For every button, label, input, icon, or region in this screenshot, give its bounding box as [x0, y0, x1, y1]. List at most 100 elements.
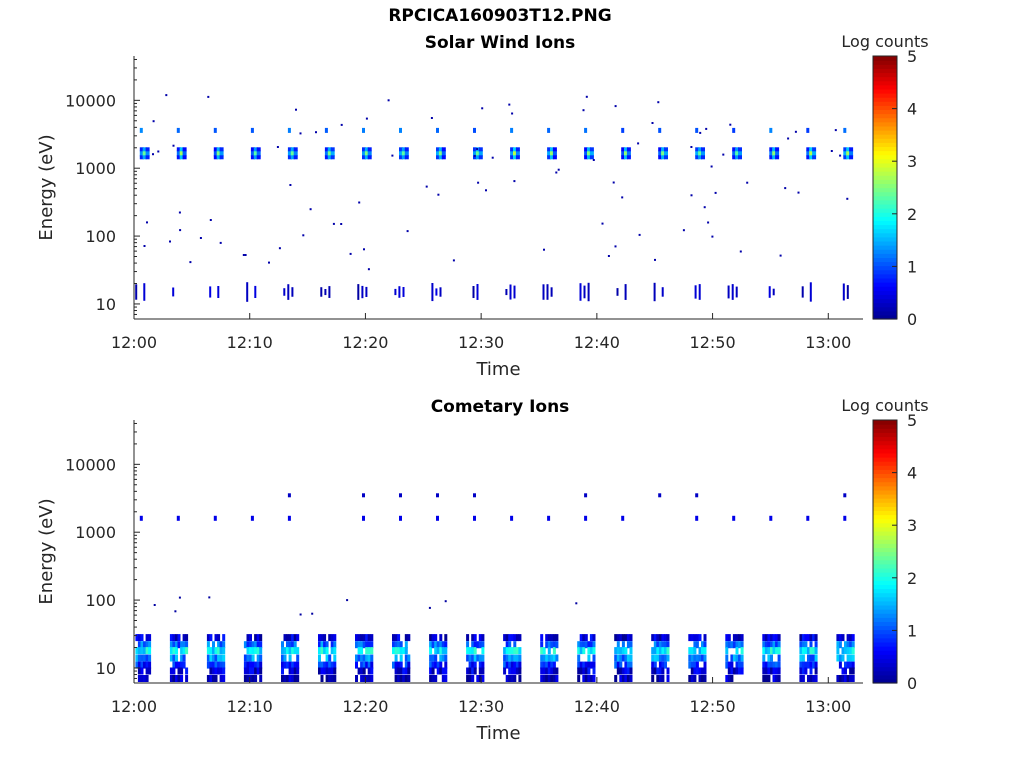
heatmap-cell [244, 254, 247, 256]
heatmap-cell [293, 661, 297, 669]
heatmap-cell [767, 654, 771, 662]
y-axis-label: Energy (eV) [36, 134, 57, 240]
heatmap-cell [324, 147, 329, 152]
heatmap-cell [806, 147, 811, 152]
heatmap-cell [182, 647, 186, 655]
heatmap-cell [664, 654, 667, 662]
heatmap-cell [653, 654, 657, 662]
heatmap-cell [690, 634, 694, 642]
heatmap-cell [287, 515, 291, 521]
heatmap-cell [281, 641, 284, 649]
heatmap-cell [614, 661, 618, 669]
heatmap-cell [399, 147, 403, 152]
heatmap-cell [577, 675, 581, 682]
colorbar-frame [872, 419, 898, 684]
heatmap-cell [256, 654, 260, 662]
heatmap-cell [439, 287, 442, 297]
heatmap-cell [772, 150, 777, 157]
colorbar-segment [873, 171, 897, 176]
heatmap-cell [259, 647, 263, 655]
heatmap-cell [772, 634, 776, 642]
heatmap-cell [513, 641, 517, 649]
heatmap-cell [199, 237, 202, 239]
heatmap-cell [481, 654, 485, 662]
heatmap-cell [362, 667, 366, 675]
heatmap-cell [547, 647, 551, 655]
heatmap-cell [145, 667, 149, 675]
heatmap-cell [175, 675, 178, 682]
heatmap-cell [222, 661, 226, 669]
heatmap-cell [323, 661, 327, 669]
colorbar-segment [873, 162, 897, 168]
heatmap-cell [217, 286, 220, 299]
colorbar-segment [873, 142, 897, 148]
heatmap-cell [722, 153, 725, 156]
colorbar-segment [873, 502, 897, 507]
heatmap-cell [397, 641, 401, 649]
heatmap-cell [471, 634, 475, 642]
heatmap-cell [587, 150, 591, 157]
heatmap-cell [767, 641, 771, 649]
heatmap-cell [838, 661, 842, 669]
heatmap-cell [730, 641, 734, 649]
heatmap-cell [243, 675, 247, 682]
y-tick-label: 1000 [75, 523, 116, 542]
heatmap-cell [682, 229, 685, 232]
heatmap-cell [547, 155, 552, 160]
colorbar-segment [873, 183, 897, 189]
heatmap-cell [330, 155, 335, 160]
heatmap-cell [809, 150, 814, 157]
heatmap-cell [404, 654, 408, 662]
heatmap-cell [587, 282, 590, 302]
colorbar-segment [873, 588, 897, 594]
heatmap-cell [801, 286, 804, 298]
panel-cometary: 12:00 12:10 12:20 12:30 12:40 12:50 13:0010100… [36, 396, 929, 744]
heatmap-cell [624, 155, 628, 160]
heatmap-cell [836, 641, 840, 649]
heatmap-cell [140, 667, 144, 675]
heatmap-cell [664, 641, 667, 649]
heatmap-cell [291, 287, 294, 297]
heatmap-cell [172, 287, 175, 297]
heatmap-cell [246, 282, 249, 302]
heatmap-cell [739, 250, 742, 253]
heatmap-cell [182, 634, 186, 642]
heatmap-cell [510, 150, 515, 157]
heatmap-cell [209, 654, 213, 662]
heatmap-cell [222, 675, 226, 682]
heatmap-cell [589, 641, 593, 649]
heatmap-cell [473, 127, 476, 133]
colorbar-segment [873, 88, 897, 94]
heatmap-cell [394, 654, 398, 662]
heatmap-cell [735, 155, 740, 160]
heatmap-cell [325, 647, 329, 655]
colorbar-segment [873, 489, 897, 495]
heatmap-cell [399, 150, 403, 157]
colorbar-segment [873, 249, 897, 254]
x-tick-label: 12:50 [690, 333, 736, 352]
heatmap-cell [616, 654, 620, 662]
heatmap-cell [399, 493, 402, 498]
colorbar-segment [873, 80, 897, 86]
heatmap-cell [287, 127, 291, 133]
heatmap-cell [243, 641, 247, 649]
heatmap-cell [387, 99, 390, 102]
x-tick-label: 12:00 [111, 697, 157, 716]
heatmap-cell [251, 654, 255, 662]
heatmap-cell [143, 675, 146, 682]
heatmap-cell [701, 654, 704, 662]
heatmap-cell [740, 641, 744, 649]
colorbar-segment [873, 567, 897, 573]
heatmap-cell [481, 667, 485, 675]
heatmap-cell [515, 661, 519, 669]
heatmap-cell [476, 148, 479, 150]
heatmap-cell [589, 661, 593, 669]
heatmap-cell [355, 654, 358, 662]
colorbar-segment [873, 477, 897, 483]
heatmap-cell [212, 661, 215, 669]
heatmap-cell [540, 675, 544, 682]
heatmap-cell [518, 661, 522, 669]
heatmap-cell [801, 634, 805, 642]
heatmap-cell [217, 654, 221, 662]
heatmap-cell [330, 150, 335, 157]
